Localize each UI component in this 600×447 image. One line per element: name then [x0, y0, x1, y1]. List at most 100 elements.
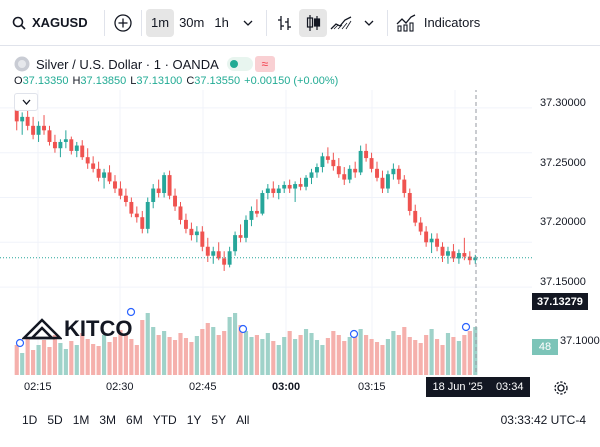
volume-bar — [407, 337, 412, 375]
bar-chart-type-button[interactable] — [271, 9, 299, 37]
volume-bar — [227, 317, 232, 375]
price-tick: 37.30000 — [540, 97, 586, 109]
candle-body — [331, 159, 336, 167]
symbol-search[interactable]: XAGUSD — [0, 0, 100, 45]
volume-bar — [200, 329, 205, 375]
range-bar: 1D 5D 1M 3M 6M YTD 1Y 5Y All — [0, 405, 600, 435]
candle-body — [129, 201, 134, 214]
kitco-logo: KITCO — [22, 316, 132, 342]
candle-body — [336, 166, 341, 175]
range-ytd-button[interactable]: YTD — [152, 413, 177, 427]
candle-body — [249, 210, 254, 220]
range-1y-button[interactable]: 1Y — [186, 413, 202, 427]
volume-bar — [282, 337, 287, 375]
chart-type-dropdown-button[interactable] — [355, 9, 383, 37]
event-marker — [349, 329, 359, 339]
event-marker — [238, 324, 248, 334]
legend-collapse-button[interactable] — [14, 93, 38, 111]
chevron-down-icon — [364, 20, 374, 26]
ohlc-change: +0.00150 (+0.00%) — [244, 75, 339, 87]
volume-bar — [473, 327, 478, 375]
volume-bar — [402, 327, 407, 375]
utc-clock[interactable]: 03:33:42 UTC-4 — [500, 413, 586, 427]
kitco-wordmark: KITCO — [64, 316, 133, 341]
volume-bar — [63, 349, 68, 375]
volume-bar — [331, 331, 336, 375]
volume-bar — [434, 339, 440, 375]
volume-bar — [222, 331, 227, 375]
candle-body — [25, 116, 30, 126]
candle-body — [74, 145, 79, 151]
candle-body — [14, 107, 19, 122]
range-all-button[interactable]: All — [236, 413, 250, 427]
delayed-data-badge[interactable]: ≈ — [254, 56, 275, 72]
candle-body — [342, 174, 347, 180]
candle-body — [47, 130, 52, 142]
range-1d-button[interactable]: 1D — [22, 413, 38, 427]
toolbar-divider — [265, 9, 267, 36]
volume-bar — [369, 339, 374, 375]
interval-1m-button[interactable]: 1m — [146, 8, 175, 37]
volume-bar — [413, 340, 418, 375]
candle-body — [178, 206, 183, 220]
candle-body — [260, 193, 265, 214]
volume-bar — [118, 330, 123, 375]
cursor-date: 18 Jun '25 — [432, 381, 483, 393]
volume-bar — [58, 343, 63, 375]
event-marker — [461, 322, 471, 332]
range-5y-button[interactable]: 5Y — [211, 413, 227, 427]
volume-bar — [320, 345, 325, 375]
candle-body — [173, 195, 178, 207]
volume-bar — [129, 339, 134, 375]
price-chart[interactable] — [0, 90, 532, 375]
candle-body — [380, 177, 385, 189]
candle-body — [96, 168, 101, 178]
volume-bar — [101, 335, 107, 375]
chevron-down-icon — [243, 20, 253, 26]
market-open-badge — [226, 57, 253, 71]
candle-body — [151, 188, 156, 202]
candle-body — [396, 168, 401, 180]
candle-body — [369, 158, 374, 169]
interval-1h-button[interactable]: 1h — [214, 15, 229, 30]
range-3m-button[interactable]: 3M — [99, 413, 117, 427]
settings-gear-icon[interactable] — [553, 380, 569, 396]
range-5d-button[interactable]: 5D — [47, 413, 63, 427]
range-1m-button[interactable]: 1M — [72, 413, 90, 427]
volume-bar — [25, 337, 30, 375]
compare-symbol-button[interactable] — [109, 9, 137, 37]
candle-body — [375, 168, 379, 178]
volume-bar — [107, 342, 112, 375]
interval-30m-button[interactable]: 30m — [179, 15, 205, 30]
volume-bar — [52, 335, 58, 375]
volume-bar — [31, 350, 36, 375]
candle-body — [233, 235, 238, 252]
range-6m-button[interactable]: 6M — [126, 413, 143, 427]
volume-bar — [440, 345, 445, 375]
candles-icon — [306, 14, 320, 31]
candle-body — [238, 235, 243, 238]
candle-body — [407, 193, 412, 211]
bars-icon — [277, 15, 291, 30]
indicators-button[interactable]: Indicators — [396, 13, 480, 32]
volume-bar — [91, 344, 96, 375]
candle-body — [156, 188, 161, 194]
volume-bar — [353, 333, 358, 375]
time-axis[interactable]: 02:15 02:30 02:45 03:00 03:15 — [0, 375, 532, 397]
volume-bar — [374, 342, 380, 375]
volume-bar — [287, 331, 292, 375]
area-chart-type-button[interactable] — [327, 9, 355, 37]
volume-bar — [271, 341, 276, 375]
interval-dropdown-button[interactable] — [234, 9, 262, 37]
volume-bar — [112, 337, 118, 375]
ohlc-open: O37.13350 — [14, 75, 69, 87]
candle-body — [424, 231, 429, 243]
candle-body — [162, 175, 167, 194]
candle-body — [254, 210, 259, 214]
ohlc-high: H37.13850 — [72, 75, 127, 87]
candle-body — [429, 238, 434, 243]
candle-chart-type-button[interactable] — [298, 8, 327, 37]
candle-body — [189, 228, 194, 236]
price-axis[interactable] — [532, 90, 600, 370]
volume-bar — [254, 335, 259, 375]
